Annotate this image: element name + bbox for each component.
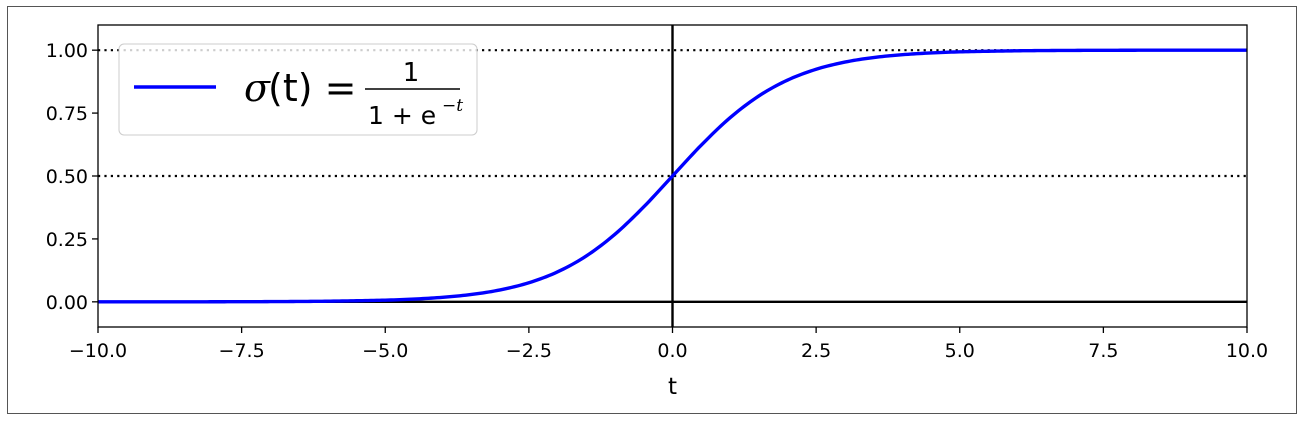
- y-tick-label: 0.75: [46, 103, 88, 125]
- sigmoid-series-line: [98, 48, 1247, 304]
- series-layer: [98, 48, 1247, 304]
- y-tick-label: 1.00: [46, 40, 88, 62]
- legend-sigma: σ: [244, 66, 271, 110]
- legend-numerator: 1: [403, 58, 420, 88]
- x-tick-label: 5.0: [945, 340, 975, 362]
- x-tick-label: 0.0: [657, 340, 687, 362]
- x-tick-label: −2.5: [506, 340, 552, 362]
- legend: σ (t) = 1 1 + e −t: [118, 43, 478, 136]
- y-tick-label: 0.50: [46, 166, 88, 188]
- x-axis-ticks: −10.0 −7.5 −5.0 −2.5 0.0 2.5 5.0 7.5 10.0: [69, 327, 1268, 362]
- legend-argument: (t) =: [268, 66, 356, 110]
- y-tick-label: 0.25: [46, 229, 88, 251]
- x-tick-label: 10.0: [1226, 340, 1268, 362]
- figure-frame: [7, 6, 1297, 414]
- y-tick-label: 0.00: [46, 292, 88, 314]
- legend-denominator: 1 + e: [368, 101, 436, 130]
- y-axis-ticks: 0.00 0.25 0.50 0.75 1.00: [46, 40, 98, 314]
- x-tick-label: 7.5: [1088, 340, 1118, 362]
- legend-box: [118, 43, 478, 136]
- x-tick-label: −10.0: [69, 340, 127, 362]
- x-tick-label: −7.5: [219, 340, 265, 362]
- x-axis-label: t: [668, 374, 677, 400]
- x-tick-label: 2.5: [801, 340, 831, 362]
- x-tick-label: −5.0: [362, 340, 408, 362]
- legend-exponent: −t: [442, 96, 463, 116]
